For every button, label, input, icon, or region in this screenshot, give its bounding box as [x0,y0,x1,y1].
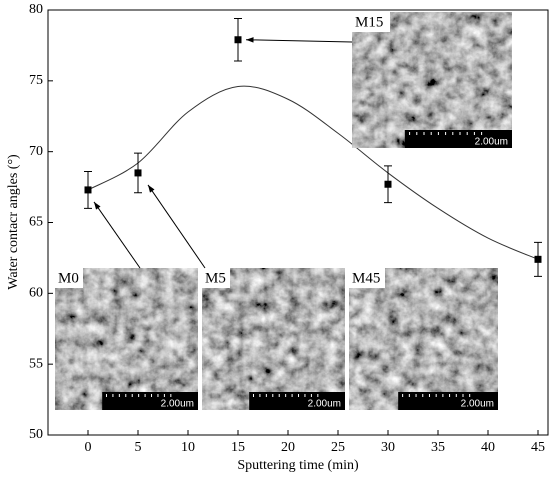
arrow-head [94,201,101,210]
inset-label: M45 [352,270,380,286]
data-point [384,180,392,188]
y-tick-label: 60 [29,286,43,301]
scale-label: 2.00um [475,137,508,148]
x-tick-label: 30 [381,440,395,455]
y-tick-label: 75 [29,73,43,88]
inset-label: M0 [58,270,79,286]
inset-label: M5 [205,270,226,286]
data-point [84,186,92,194]
y-tick-label: 70 [29,144,43,159]
inset-label-bg [55,268,83,288]
arrow-head [246,37,254,43]
data-point [534,255,542,263]
x-tick-label: 0 [85,440,92,455]
x-tick-label: 25 [331,440,345,455]
x-axis-label: Sputtering time (min) [237,458,359,473]
x-tick-label: 45 [531,440,545,455]
x-tick-label: 10 [181,440,195,455]
x-tick-label: 15 [231,440,245,455]
arrow-line [147,184,206,269]
arrow-line [245,39,353,43]
data-point [134,169,142,177]
y-axis-label: Water contacr angles (°) [6,154,21,290]
fit-curve [87,85,539,260]
inset-label-bg [349,268,385,288]
inset-label: M15 [355,14,383,30]
data-point [234,36,242,44]
x-tick-label: 20 [281,440,295,455]
y-tick-label: 55 [29,356,43,371]
x-tick-label: 40 [481,440,495,455]
sem-image [349,268,498,410]
inset-label-bg [352,12,390,32]
sem-image [55,268,198,410]
sem-image [202,268,345,410]
y-tick-label: 65 [29,215,43,230]
arrow-line [93,201,141,269]
scale-label: 2.00um [308,399,341,410]
x-tick-label: 35 [431,440,445,455]
scale-label: 2.00um [161,399,194,410]
y-tick-label: 80 [29,2,43,17]
y-tick-label: 50 [29,427,43,442]
inset-label-bg [202,268,230,288]
scale-label: 2.00um [461,399,494,410]
x-tick-label: 5 [135,440,142,455]
sem-image [352,12,512,148]
arrow-head [148,184,155,193]
